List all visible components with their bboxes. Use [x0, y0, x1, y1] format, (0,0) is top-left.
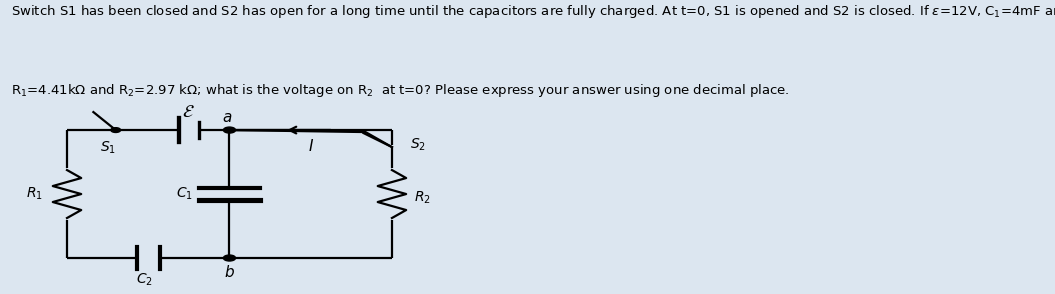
- Text: $a$: $a$: [223, 110, 232, 125]
- Text: $R_1$: $R_1$: [26, 186, 43, 202]
- Text: $C_2$: $C_2$: [136, 272, 153, 288]
- Text: $R_2$: $R_2$: [414, 190, 430, 206]
- Circle shape: [224, 255, 235, 261]
- Text: $C_1$: $C_1$: [176, 186, 193, 202]
- Text: $S_2$: $S_2$: [410, 137, 426, 153]
- Circle shape: [224, 127, 235, 133]
- Text: $b$: $b$: [224, 264, 235, 280]
- Circle shape: [111, 128, 120, 133]
- Text: Switch S1 has been closed and S2 has open for a long time until the capacitors a: Switch S1 has been closed and S2 has ope…: [11, 3, 1055, 20]
- Text: $I$: $I$: [308, 138, 313, 154]
- Text: $\mathcal{E}$: $\mathcal{E}$: [183, 103, 195, 121]
- Text: R$_1$=4.41k$\Omega$ and R$_2$=2.97 k$\Omega$; what is the voltage on R$_2$  at t: R$_1$=4.41k$\Omega$ and R$_2$=2.97 k$\Om…: [11, 82, 789, 99]
- Text: $S_1$: $S_1$: [99, 140, 116, 156]
